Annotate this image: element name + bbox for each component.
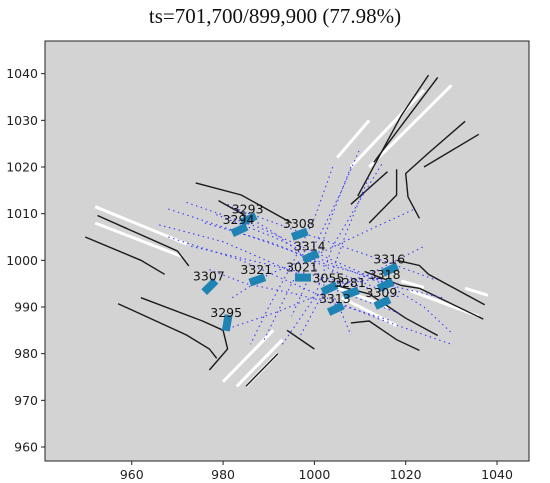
vehicle-3294: 3294 [223, 212, 255, 238]
axis-ticks: 960 980 1000 1020 1040 960 970 980 990 1000 1010 10… [6, 66, 513, 482]
vehicle-body [239, 212, 258, 227]
curb-line [218, 199, 247, 217]
route-path [213, 213, 443, 299]
lane-marking [235, 338, 284, 388]
curb-line [286, 329, 315, 350]
vehicle-id-label: 3308 [283, 216, 315, 231]
curb-line [84, 236, 165, 275]
vehicle-3321: 3321 [240, 262, 272, 287]
curb-line [368, 169, 398, 224]
vehicle-body [248, 273, 267, 287]
vehicle-body [230, 222, 249, 238]
route-path [281, 162, 384, 345]
lane-marking [94, 205, 188, 246]
lane-marking [341, 296, 398, 328]
route-path [300, 176, 370, 336]
x-tick-label: 1040 [481, 467, 513, 482]
vehicle-body [376, 278, 395, 293]
vehicle-id-label: 3307 [193, 268, 225, 283]
plot-area [44, 40, 530, 462]
vehicle-body [290, 227, 309, 241]
route-path [209, 269, 393, 322]
vehicle-3307: 3307 [193, 268, 225, 295]
vehicle-routes [159, 148, 452, 345]
vehicle-body [301, 249, 320, 264]
y-tick-label: 980 [14, 346, 38, 361]
vehicle-body [320, 281, 339, 296]
vehicle-3021: 3021 [286, 260, 318, 282]
vehicle-body [342, 286, 360, 300]
vehicle-id-label: 3281 [334, 275, 366, 290]
route-path [227, 203, 352, 336]
vehicle-3313: 3313 [319, 291, 351, 316]
y-tick-label: 990 [14, 300, 38, 315]
vehicle-id-label: 3021 [286, 260, 318, 275]
route-path [337, 278, 452, 334]
y-tick-label: 1030 [6, 113, 38, 128]
curb-line [373, 76, 439, 163]
vehicle-body [373, 295, 392, 310]
chart-title: ts=701,700/899,900 (77.98%) [148, 4, 402, 28]
vehicle-id-label: 3316 [373, 252, 405, 267]
vehicle-body [294, 273, 311, 282]
route-path [291, 166, 352, 317]
route-path [263, 148, 361, 340]
lane-marking [94, 221, 183, 258]
vehicle-id-label: 3309 [366, 285, 398, 300]
vehicle-id-label: 3313 [319, 291, 351, 306]
curb-line [404, 120, 466, 219]
lane-marking [464, 286, 489, 297]
vehicle-3293: 3293 [232, 201, 264, 227]
x-tick-label: 980 [211, 467, 235, 482]
vehicle-3308: 3308 [283, 216, 315, 241]
y-tick-label: 1000 [6, 253, 38, 268]
x-tick-label: 1000 [298, 467, 330, 482]
vehicle-3281: 3281 [334, 275, 366, 300]
vehicle-id-label: 3318 [369, 267, 401, 282]
route-path [168, 236, 452, 345]
curb-line [357, 74, 430, 197]
route-path [250, 166, 334, 345]
vehicle-3318: 3318 [369, 267, 401, 293]
vehicle-body [326, 301, 345, 316]
curb-line [396, 259, 486, 306]
vehicle-3295: 3295 [210, 305, 242, 332]
lane-marking [349, 88, 426, 169]
curb-line [423, 133, 480, 168]
vehicle-id-label: 3295 [210, 305, 242, 320]
curb-line [195, 182, 292, 224]
vehicle-id-label: 3314 [294, 239, 326, 254]
vehicle-id-label: 3055 [313, 270, 345, 285]
x-tick-label: 960 [120, 467, 144, 482]
curb-line [117, 303, 218, 359]
vehicle-3055: 3055 [313, 270, 345, 296]
y-tick-label: 970 [14, 393, 38, 408]
vehicle-body [381, 262, 400, 277]
route-path [204, 222, 397, 285]
lane-marking [368, 84, 453, 169]
y-tick-label: 1020 [6, 160, 38, 175]
vehicle-id-label: 3294 [223, 212, 255, 227]
vehicle-3316: 3316 [373, 252, 405, 277]
y-tick-label: 1010 [6, 206, 38, 221]
vehicle-body [201, 277, 219, 295]
vehicle-id-label: 3293 [232, 201, 264, 216]
y-tick-label: 1040 [6, 66, 38, 81]
curb-line [350, 320, 420, 352]
x-tick-label: 1020 [390, 467, 422, 482]
vehicle-3309: 3309 [366, 285, 398, 310]
curb-line [97, 214, 190, 267]
route-path [190, 245, 370, 289]
route-path [159, 224, 402, 315]
vehicle-3314: 3314 [294, 239, 326, 264]
lane-marking [400, 279, 425, 289]
vehicle-id-label: 3321 [240, 262, 272, 277]
vehicle-body [221, 314, 233, 332]
y-tick-label: 960 [14, 440, 38, 455]
lane-marking [336, 119, 371, 159]
curb-line [350, 171, 388, 205]
curb-line [245, 353, 279, 387]
